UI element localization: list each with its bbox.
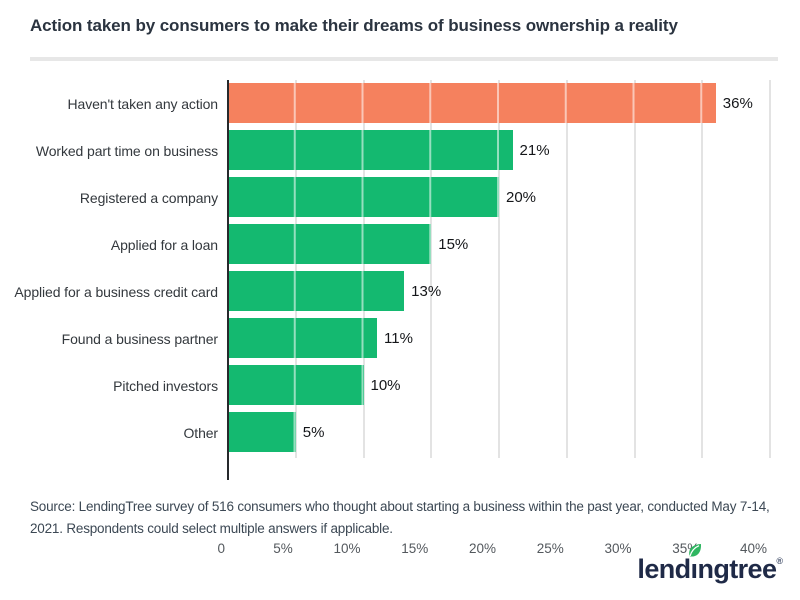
value-label: 5%	[302, 424, 325, 441]
bar-chart: Haven't taken any action 36% Worked part…	[0, 80, 800, 556]
gridline	[701, 80, 704, 458]
bar-row: Other 5%	[0, 409, 770, 456]
axis-tick-label: 20%	[468, 541, 496, 556]
bar	[228, 271, 405, 311]
axis-tick-label: 25%	[536, 541, 564, 556]
x-axis-ticks: 0 5% 10% 15% 20% 25% 30% 35% 40%	[217, 538, 770, 560]
gridline	[498, 80, 500, 458]
logo-text-post: ngtree	[697, 554, 777, 584]
axis-tick-label: 40%	[739, 541, 767, 556]
bar-track: 5%	[228, 409, 770, 456]
logo-text-pre: lend	[637, 554, 691, 584]
bar-track: 13%	[228, 268, 770, 315]
axis-tick-label: 10%	[333, 541, 361, 556]
axis-tick-label: 15%	[401, 541, 429, 556]
value-label: 13%	[411, 283, 442, 300]
bar-row: Haven't taken any action 36%	[0, 80, 770, 127]
bar-track: 21%	[228, 127, 770, 174]
category-label: Haven't taken any action	[67, 95, 219, 112]
gridline	[633, 80, 636, 458]
leaf-icon	[688, 543, 701, 557]
bar	[228, 130, 513, 170]
category-label: Applied for a business credit card	[14, 283, 218, 300]
gridline	[362, 80, 365, 458]
gridline	[294, 80, 297, 458]
category-label: Worked part time on business	[35, 142, 218, 159]
logo-letter-i: ı	[688, 543, 701, 583]
source-note: Source: LendingTree survey of 516 consum…	[30, 499, 770, 536]
bar	[228, 318, 378, 358]
bar	[228, 412, 296, 452]
category-label: Pitched investors	[113, 377, 218, 394]
bar	[228, 365, 364, 405]
bar-row: Applied for a business credit card 13%	[0, 268, 770, 315]
bar-row: Found a business partner 11%	[0, 315, 770, 362]
bar-rows: Haven't taken any action 36% Worked part…	[0, 80, 770, 456]
category-label: Applied for a loan	[110, 236, 218, 253]
gridline	[565, 80, 568, 458]
value-label: 15%	[438, 236, 469, 253]
bar-row: Applied for a loan 15%	[0, 221, 770, 268]
bar-track: 11%	[228, 315, 770, 362]
bar-row: Pitched investors 10%	[0, 362, 770, 409]
category-label: Other	[183, 424, 218, 441]
bar-row: Worked part time on business 21%	[0, 127, 770, 174]
title-divider	[30, 57, 778, 61]
gridline	[769, 80, 771, 458]
bar-track: 20%	[228, 174, 770, 221]
bar	[228, 177, 499, 217]
bar-row: Registered a company 20%	[0, 174, 770, 221]
bar-track: 36%	[228, 80, 770, 127]
category-label: Found a business partner	[61, 330, 218, 347]
grid-layer	[228, 80, 771, 458]
value-label: 21%	[519, 142, 550, 159]
bar-track: 15%	[228, 221, 770, 268]
y-axis-line	[227, 80, 229, 480]
lendingtree-logo: lendı ngtree®	[637, 543, 783, 584]
gridline	[430, 80, 433, 458]
value-label: 11%	[384, 330, 413, 347]
bar	[228, 224, 432, 264]
axis-tick-label: 0	[217, 541, 225, 556]
category-label: Registered a company	[79, 189, 218, 206]
registered-mark: ®	[776, 556, 783, 566]
bar-track: 10%	[228, 362, 770, 409]
value-label: 20%	[506, 189, 537, 206]
axis-tick-label: 5%	[273, 541, 293, 556]
value-label: 10%	[370, 377, 401, 394]
axis-tick-label: 30%	[604, 541, 632, 556]
bar	[228, 83, 716, 123]
chart-title: Action taken by consumers to make their …	[30, 16, 678, 35]
value-label: 36%	[722, 95, 753, 112]
